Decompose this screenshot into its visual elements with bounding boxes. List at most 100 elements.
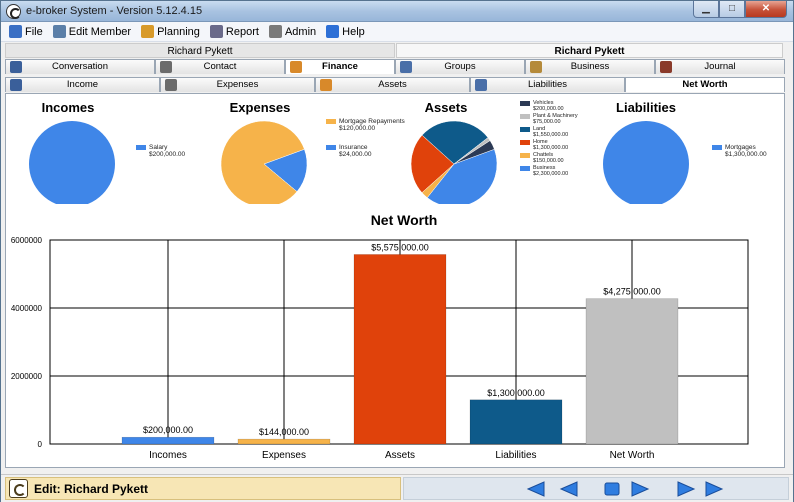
tab-groups[interactable]: Groups xyxy=(395,59,525,74)
bar-value-label: $5,575,000.00 xyxy=(371,242,429,252)
file-icon xyxy=(9,25,22,38)
nav-next-icon xyxy=(631,481,650,497)
pie-title: Assets xyxy=(424,100,468,115)
legend-item: Business $2,300,000.00 xyxy=(520,165,568,177)
finance-icon xyxy=(290,61,302,73)
y-tick-label: 4000000 xyxy=(11,304,43,313)
nav-first-icon xyxy=(526,481,545,497)
pie-slice xyxy=(410,134,455,194)
legend-swatch xyxy=(712,145,722,150)
liabilities-icon xyxy=(475,79,487,91)
menu-planning[interactable]: Planning xyxy=(137,22,206,42)
y-tick-label: 2000000 xyxy=(11,372,43,381)
legend-label: Mortgage Repayments xyxy=(339,118,405,125)
planning-icon xyxy=(141,25,155,38)
legend-item: Chattels $150,000.00 xyxy=(520,152,564,164)
tab-label: Contact xyxy=(203,61,237,72)
legend-text: Mortgage Repayments $120,000.00 xyxy=(339,118,405,132)
journal-icon xyxy=(660,61,672,73)
report-icon xyxy=(209,25,223,38)
nav-more-button[interactable] xyxy=(704,481,724,497)
tab-income[interactable]: Income xyxy=(5,77,160,92)
tab-contact[interactable]: Contact xyxy=(155,59,285,74)
tab-label: Assets xyxy=(378,79,407,90)
menu-file[interactable]: File xyxy=(5,22,49,42)
tab-journal[interactable]: Journal xyxy=(655,59,785,74)
legend-value: $2,300,000.00 xyxy=(533,171,569,177)
tab-conversation[interactable]: Conversation xyxy=(5,59,155,74)
tab-business[interactable]: Business xyxy=(525,59,655,74)
bar-value-label: $1,300,000.00 xyxy=(487,388,545,398)
bar xyxy=(237,438,331,445)
tab-net-worth[interactable]: Net Worth xyxy=(625,77,785,92)
nav-prev-button[interactable] xyxy=(559,481,579,497)
legend-label: Insurance xyxy=(339,144,368,151)
admin-icon xyxy=(268,25,282,38)
tab-label: Conversation xyxy=(52,61,108,72)
x-tick-label: Liabilities xyxy=(495,450,536,461)
legend-label: Land xyxy=(533,126,546,132)
legend-item: Insurance $24,000.00 xyxy=(326,144,372,158)
legend-swatch xyxy=(520,114,530,119)
record-navigation xyxy=(403,477,789,500)
minimize-button[interactable]: ▁ xyxy=(693,1,719,18)
legend-text: Plant & Machinery $75,000.00 xyxy=(533,113,578,125)
nav-next-button[interactable] xyxy=(630,481,650,497)
window-title: e-broker System - Version 5.12.4.15 xyxy=(26,5,203,17)
legend-value: $1,300,000.00 xyxy=(533,145,569,151)
legend-value: $1,300,000.00 xyxy=(725,151,767,158)
tab-expenses[interactable]: Expenses xyxy=(160,77,315,92)
nav-first-button[interactable] xyxy=(526,481,546,497)
x-tick-label: Expenses xyxy=(262,450,306,461)
tab-assets[interactable]: Assets xyxy=(315,77,470,92)
main-tabs: Conversation Contact Finance Groups Business… xyxy=(5,59,785,74)
legend-label: Business xyxy=(533,165,556,171)
maximize-button[interactable]: □ xyxy=(719,1,745,18)
pie-title: Liabilities xyxy=(616,100,676,115)
title-bar[interactable]: e-broker System - Version 5.12.4.15 ▁ □ … xyxy=(1,1,793,22)
nav-save-icon xyxy=(604,482,620,496)
status-bar: Edit: Richard Pykett xyxy=(1,474,793,502)
y-tick-label: 6000000 xyxy=(11,236,43,245)
nav-save-button[interactable] xyxy=(602,481,622,497)
edit-status-icon xyxy=(9,479,28,498)
net-worth-panel: Incomes Salary $200,000.00 Expenses Mortgage… xyxy=(5,93,785,468)
x-tick-label: Incomes xyxy=(149,450,187,461)
legend-label: Home xyxy=(533,139,548,145)
window-controls: ▁ □ ✕ xyxy=(693,1,787,18)
bar-value-label: $144,000.00 xyxy=(259,427,309,437)
menu-admin[interactable]: Admin xyxy=(265,22,322,42)
x-tick-label: Assets xyxy=(385,450,415,461)
legend-text: Chattels $150,000.00 xyxy=(533,152,564,164)
pie-title: Incomes xyxy=(41,100,95,115)
pie-slice xyxy=(220,120,305,204)
net-worth-chart: Net Worth 0 2000000 4000000 6000000 $200,000.… xyxy=(11,212,749,461)
legend-label: Chattels xyxy=(533,152,554,158)
legend-text: Mortgages $1,300,000.00 xyxy=(725,144,767,158)
app-logo-icon xyxy=(6,4,21,19)
legend-label: Vehicles xyxy=(533,100,554,106)
nav-last-button[interactable] xyxy=(676,481,696,497)
legend-text: Land $1,550,000.00 xyxy=(533,126,568,138)
close-button[interactable]: ✕ xyxy=(745,1,787,18)
menu-label: Help xyxy=(342,25,365,38)
tab-finance[interactable]: Finance xyxy=(285,59,395,74)
legend-label: Salary xyxy=(149,144,168,151)
menu-report[interactable]: Report xyxy=(206,22,265,42)
legend-value: $120,000.00 xyxy=(339,125,376,132)
nav-prev-icon xyxy=(559,481,578,497)
pie-slice xyxy=(29,121,115,204)
legend-label: Mortgages xyxy=(725,144,756,151)
tab-liabilities[interactable]: Liabilities xyxy=(470,77,625,92)
tab-label: Business xyxy=(570,61,610,72)
y-tick-label: 0 xyxy=(38,440,43,449)
menu-edit-member[interactable]: Edit Member xyxy=(49,22,137,42)
pie-slice xyxy=(603,121,689,204)
business-icon xyxy=(530,61,542,73)
pie-title: Expenses xyxy=(229,100,291,115)
menu-help[interactable]: Help xyxy=(322,22,371,42)
pie-slice xyxy=(453,140,495,165)
legend-text: Home $1,300,000.00 xyxy=(533,139,568,151)
legend-item: Mortgage Repayments $120,000.00 xyxy=(326,118,405,132)
legend-value: $75,000.00 xyxy=(533,119,561,125)
